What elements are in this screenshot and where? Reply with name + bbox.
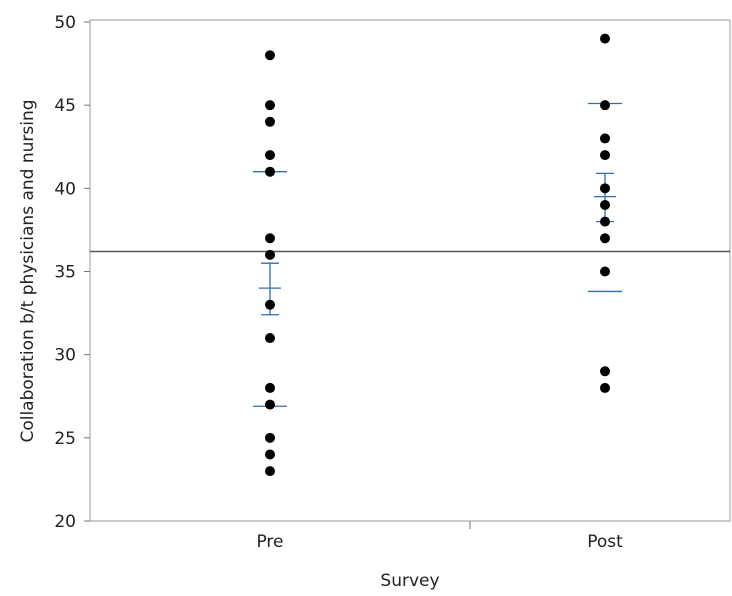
data-point [265,449,275,460]
y-tick-label: 20 [54,512,76,532]
y-tick-label: 50 [54,13,76,33]
data-point [600,233,610,244]
data-point [600,150,610,161]
data-point [600,100,610,111]
plot-frame [89,19,731,522]
x-axis-title: Survey [380,571,439,591]
y-tick-label: 35 [54,263,76,283]
data-point [265,399,275,410]
data-point [265,166,275,177]
data-point [265,466,275,477]
data-point [265,249,275,260]
data-points [265,33,610,477]
data-point [600,183,610,194]
data-point [265,50,275,61]
x-tick-label: Post [587,532,623,552]
data-point [265,382,275,393]
data-point [265,100,275,111]
y-axis: 20 25 30 35 40 45 50 [54,13,90,532]
y-axis-title: Collaboration b/t physicians and nursing [18,99,38,442]
data-point [265,116,275,127]
x-axis: Pre Post [256,521,623,552]
data-point [600,382,610,393]
data-point [600,266,610,277]
data-point [600,33,610,44]
data-point [265,333,275,344]
data-point [600,199,610,210]
y-tick-label: 25 [54,429,76,449]
y-tick-label: 45 [54,96,76,116]
data-point [265,432,275,443]
data-point [265,150,275,161]
data-point [265,233,275,244]
x-tick-label: Pre [256,532,283,552]
y-tick-label: 40 [54,179,76,199]
data-point [600,366,610,377]
data-point [600,133,610,144]
data-point [265,299,275,310]
y-tick-label: 30 [54,346,76,366]
data-point [600,216,610,227]
